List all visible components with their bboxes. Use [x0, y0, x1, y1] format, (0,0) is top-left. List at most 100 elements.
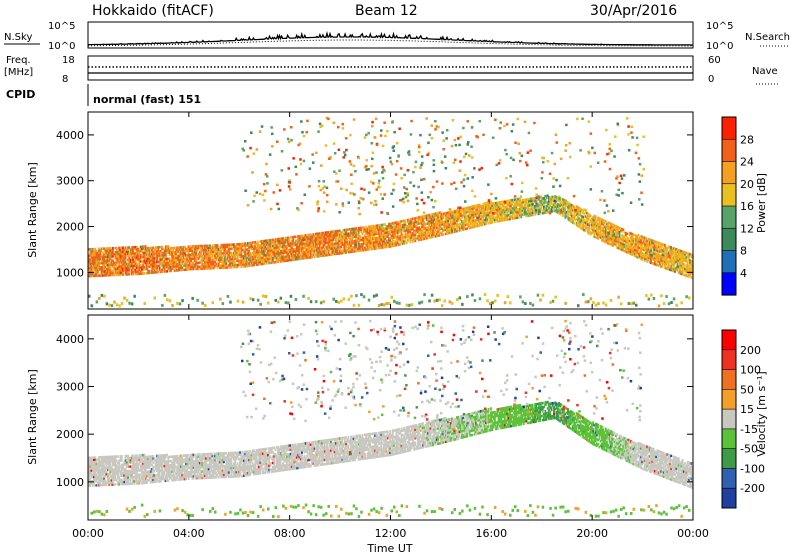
power-cell: [516, 200, 519, 203]
power-cell: [371, 151, 375, 154]
power-cell: [555, 210, 558, 213]
power-cell: [453, 224, 456, 227]
power-cell: [244, 256, 247, 260]
power-cell: [140, 249, 143, 253]
power-cell: [200, 267, 203, 270]
power-cell: [423, 237, 426, 241]
power-cell: [577, 214, 579, 217]
power-cell: [578, 221, 581, 224]
power-cell: [525, 214, 528, 218]
power-cell: [496, 218, 499, 221]
power-cell: [631, 136, 634, 139]
power-cell: [428, 220, 431, 223]
power-cell: [585, 216, 588, 219]
power-cell: [689, 273, 692, 277]
power-cell: [177, 260, 180, 264]
power-cell: [272, 257, 274, 260]
power-cell: [365, 240, 368, 243]
power-cell: [585, 224, 588, 227]
power-cell: [196, 245, 199, 248]
power-cell: [251, 251, 254, 255]
power-cell: [386, 235, 389, 238]
power-cell: [401, 238, 404, 241]
power-cell: [321, 246, 324, 249]
power-cell: [672, 263, 675, 267]
power-cell: [680, 252, 683, 255]
power-cell: [411, 223, 414, 227]
power-cell: [674, 249, 676, 253]
power-cell: [88, 254, 90, 257]
power-cell: [519, 205, 521, 209]
power-cell: [297, 247, 300, 250]
power-cell: [359, 226, 361, 230]
power-cell: [260, 240, 263, 243]
power-cell: [411, 227, 414, 231]
power-cell: [123, 254, 126, 258]
power-cell: [335, 242, 337, 245]
power-cell: [666, 265, 669, 268]
power-cell: [477, 218, 480, 221]
power-cell: [175, 261, 177, 264]
power-cell: [166, 261, 168, 265]
power-cell: [156, 250, 158, 253]
power-cell: [611, 235, 613, 239]
power-cell: [365, 244, 368, 247]
power-cell: [254, 241, 257, 244]
power-cell: [308, 241, 311, 245]
power-cell: [689, 269, 692, 273]
power-cell: [188, 268, 191, 271]
power-cell: [621, 191, 624, 195]
power-cell: [675, 254, 678, 257]
power-cell: [111, 269, 114, 273]
power-cell: [119, 248, 122, 252]
power-cell: [192, 253, 195, 256]
power-cell: [269, 247, 272, 250]
power-cell: [251, 261, 254, 265]
power-cell: [217, 264, 220, 268]
power-cell: [351, 248, 354, 251]
power-cell: [201, 257, 204, 260]
power-cell: [157, 264, 160, 268]
power-cell: [418, 222, 421, 225]
power-cell: [526, 204, 529, 207]
power-cell: [192, 245, 195, 248]
power-cell: [299, 234, 302, 238]
power-cell: [101, 247, 104, 250]
power-cell: [635, 242, 637, 246]
power-cell: [90, 260, 93, 263]
power-cell: [669, 247, 671, 251]
power-cell: [674, 270, 676, 273]
power-cell: [177, 256, 180, 260]
power-cell: [234, 249, 237, 252]
power-cell: [347, 242, 350, 246]
power-cell: [652, 239, 655, 243]
power-cell: [201, 265, 204, 268]
power-cell: [156, 258, 158, 262]
power-cell: [262, 182, 266, 186]
power-cell: [273, 261, 276, 264]
power-cell: [157, 248, 160, 251]
power-cell: [390, 236, 393, 240]
power-cell: [609, 228, 612, 232]
power-cell: [148, 269, 151, 273]
power-cell: [410, 226, 413, 229]
power-cell: [453, 210, 457, 214]
power-cell: [357, 245, 360, 248]
power-cell: [248, 258, 250, 261]
power-cell: [498, 201, 501, 204]
power-cell: [337, 237, 340, 241]
power-cell: [154, 262, 157, 266]
power-cell: [125, 273, 128, 276]
power-cell: [118, 246, 121, 250]
power-cell: [359, 243, 361, 246]
power-cell: [166, 251, 168, 254]
power-cell: [274, 238, 277, 241]
power-cell: [232, 255, 235, 259]
power-cell: [173, 261, 176, 264]
power-cell: [556, 211, 559, 214]
power-cell: [626, 242, 629, 246]
power-cell: [553, 199, 555, 202]
power-cell: [144, 245, 147, 248]
power-cell: [511, 213, 514, 216]
power-cell: [284, 257, 287, 260]
